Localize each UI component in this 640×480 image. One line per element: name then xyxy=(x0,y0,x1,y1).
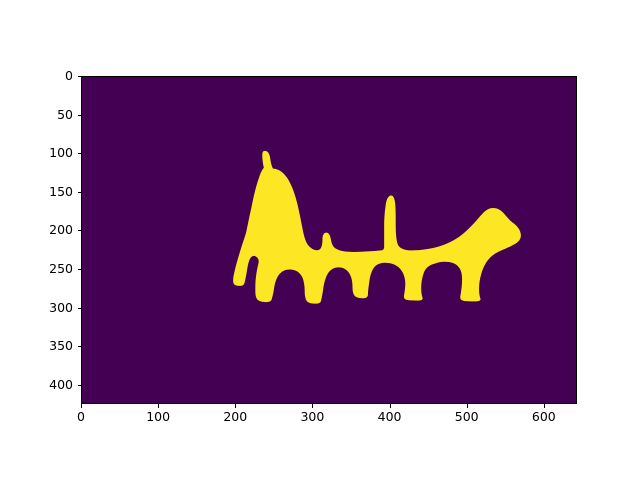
x-tick-label: 0 xyxy=(77,409,85,424)
y-tick-mark xyxy=(77,268,81,270)
x-tick-label: 200 xyxy=(223,409,248,424)
x-tick-mark xyxy=(466,404,468,408)
y-tick-label: 250 xyxy=(49,260,73,276)
y-tick-mark xyxy=(77,346,81,347)
y-tick-label: 100 xyxy=(49,144,73,160)
x-tick-mark xyxy=(81,404,82,408)
x-tick-mark xyxy=(543,404,545,408)
axis-spine-left xyxy=(81,76,82,404)
y-tick-mark xyxy=(77,153,81,154)
axis-spine-right xyxy=(576,76,577,404)
x-tick-label: 600 xyxy=(531,409,556,424)
y-tick-label: 150 xyxy=(49,183,73,199)
y-tick-mark xyxy=(77,384,81,386)
y-tick-mark xyxy=(77,307,81,309)
y-tick-label: 350 xyxy=(49,337,73,353)
x-tick-mark xyxy=(312,404,314,408)
y-tick-label: 400 xyxy=(49,376,73,392)
x-tick-label: 500 xyxy=(454,409,479,424)
y-tick-mark xyxy=(77,191,81,193)
y-tick-label: 300 xyxy=(49,299,73,315)
y-tick-mark xyxy=(77,114,81,116)
y-tick-mark xyxy=(77,230,81,232)
y-tick-label: 0 xyxy=(65,67,73,83)
x-tick-mark xyxy=(389,404,391,408)
axis-spine-bottom xyxy=(81,403,577,404)
y-tick-label: 200 xyxy=(49,222,73,238)
x-tick-label: 300 xyxy=(300,409,325,424)
y-tick-mark xyxy=(77,76,81,77)
x-tick-label: 100 xyxy=(146,409,171,424)
x-tick-mark xyxy=(235,404,237,408)
segmentation-mask-image xyxy=(81,76,577,404)
plot-axes: 0 100 200 300 400 500 600 0 50 100 150 200 250 300 35… xyxy=(49,69,577,423)
animal-silhouette-mask-region xyxy=(233,150,521,304)
x-tick-label: 400 xyxy=(377,409,402,424)
x-tick-mark xyxy=(158,404,159,408)
axis-spine-top xyxy=(81,76,577,77)
y-tick-label: 50 xyxy=(57,106,73,122)
